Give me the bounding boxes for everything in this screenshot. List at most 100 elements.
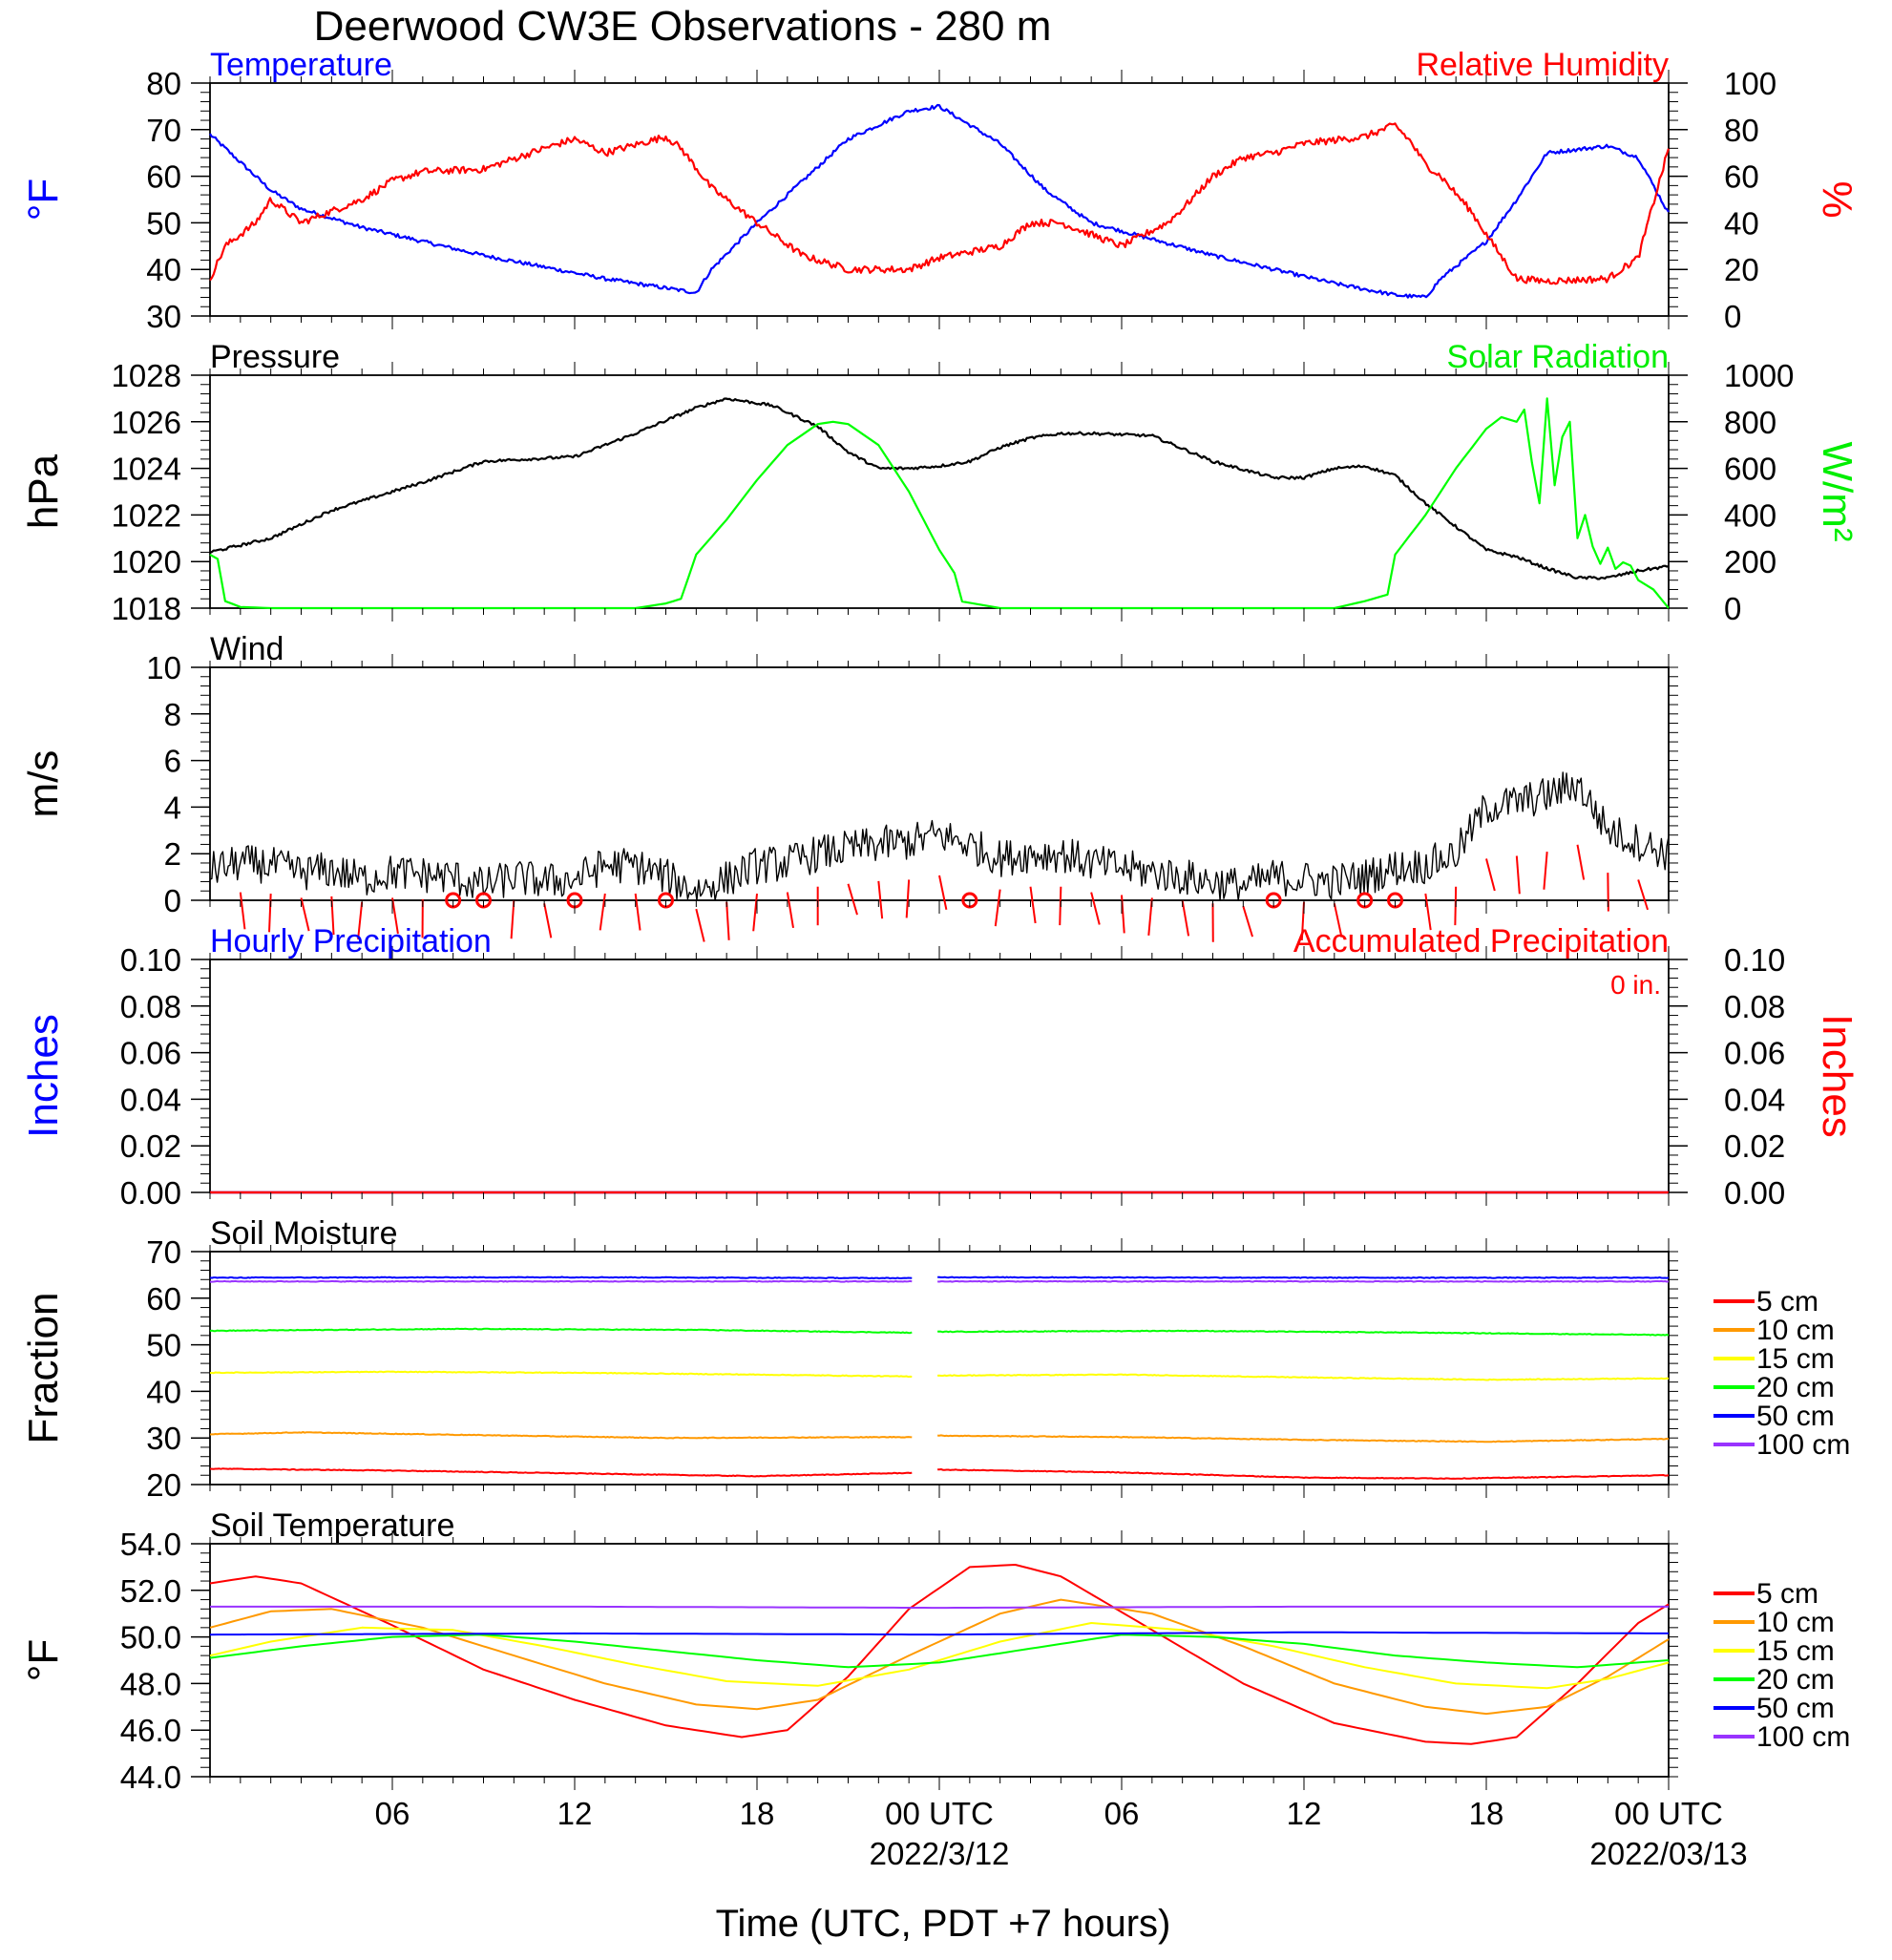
legend-label: 5 cm <box>1756 1286 1818 1317</box>
left-axis-tick-label: 30 <box>146 1421 181 1456</box>
right-axis-tick-label: 600 <box>1724 452 1776 487</box>
right-axis-tick-label: 0.00 <box>1724 1175 1785 1211</box>
x-tick-label: 00 UTC <box>1614 1796 1723 1831</box>
wind-barb <box>1424 893 1432 931</box>
left-axis-tick-label: 20 <box>146 1467 181 1503</box>
series-line-relative-humidity <box>209 122 1671 285</box>
left-axis-tick-label: 1028 <box>112 358 181 393</box>
series-line-15-cm <box>209 1622 1670 1690</box>
wind-barb <box>1637 879 1650 911</box>
wind-barb <box>1576 844 1586 880</box>
left-axis-tick-label: 48.0 <box>120 1666 181 1701</box>
series-line-5-cm <box>209 1467 1670 1480</box>
left-axis-title: Inches <box>20 1014 67 1138</box>
x-tick-label: 12 <box>557 1796 593 1831</box>
right-axis-tick-label: 800 <box>1724 405 1776 440</box>
legend-label: 20 cm <box>1756 1664 1835 1696</box>
wind-barb <box>1059 886 1062 926</box>
left-axis-tick-label: 6 <box>164 744 181 779</box>
left-axis-tick-label: 50.0 <box>120 1620 181 1655</box>
wind-barb <box>1181 900 1190 937</box>
wind-barb <box>1485 858 1496 892</box>
x-date-label: 2022/3/12 <box>870 1836 1010 1871</box>
wind-barb <box>905 879 911 918</box>
wind-barb <box>239 892 246 930</box>
panel-right-title: Solar Radiation <box>1447 339 1669 375</box>
left-axis-tick-label: 40 <box>146 252 181 287</box>
series-line-10-cm <box>209 1598 1670 1716</box>
panel-left-title: Temperature <box>210 47 392 83</box>
left-axis-tick-label: 44.0 <box>120 1760 181 1795</box>
left-axis-tick-label: 1026 <box>112 405 181 440</box>
legend-label: 15 cm <box>1756 1343 1835 1375</box>
right-axis-tick-label: 0.10 <box>1724 942 1785 978</box>
series-line-15-cm <box>209 1370 1670 1381</box>
right-axis-tick-label: 200 <box>1724 544 1776 580</box>
right-axis-tick-label: 80 <box>1724 113 1759 148</box>
right-axis-title: Inches <box>1814 1014 1860 1138</box>
right-axis-tick-label: 400 <box>1724 497 1776 533</box>
left-axis-tick-label: 1018 <box>112 591 181 626</box>
wind-barb <box>938 875 948 910</box>
right-axis-tick-label: 0.06 <box>1724 1036 1785 1071</box>
legend-label: 10 cm <box>1756 1607 1835 1638</box>
legend-label: 100 cm <box>1756 1429 1850 1461</box>
right-axis-tick-label: 0.08 <box>1724 989 1785 1024</box>
left-axis-tick-label: 0.10 <box>120 942 181 978</box>
left-axis-tick-label: 70 <box>146 1234 181 1270</box>
wind-barb <box>599 893 606 931</box>
panel-left-title: Soil Moisture <box>210 1215 398 1252</box>
right-axis-tick-label: 20 <box>1724 252 1759 287</box>
panel-right-title: Relative Humidity <box>1416 47 1669 83</box>
x-tick-label: 00 UTC <box>885 1796 994 1831</box>
series-line-5-cm <box>209 1564 1670 1745</box>
left-axis-title: m/s <box>20 750 67 818</box>
left-axis-tick-label: 10 <box>146 650 181 685</box>
wind-barb <box>1029 886 1037 924</box>
right-axis-tick-label: 100 <box>1724 66 1776 101</box>
left-axis-tick-label: 8 <box>164 697 181 732</box>
series-line-pressure <box>209 397 1670 580</box>
wind-barb <box>357 901 364 940</box>
panel-left-title: Soil Temperature <box>210 1507 454 1544</box>
right-axis-tick-label: 60 <box>1724 159 1759 195</box>
left-axis-title: hPa <box>20 453 67 529</box>
wind-barb <box>1515 855 1521 895</box>
left-axis-title: Fraction <box>20 1293 67 1444</box>
figure-title: Deerwood CW3E Observations - 280 m <box>314 3 1052 50</box>
left-axis-tick-label: 46.0 <box>120 1713 181 1748</box>
series-line-wind <box>209 771 1670 901</box>
left-axis-tick-label: 80 <box>146 66 181 101</box>
right-axis-title: W/m² <box>1814 441 1860 541</box>
wind-barb <box>695 908 705 942</box>
right-axis-tick-label: 0 <box>1724 299 1741 334</box>
wind-barb <box>725 901 730 940</box>
panel-right-title: Accumulated Precipitation <box>1293 923 1669 959</box>
wind-barb <box>1543 852 1548 890</box>
legend-label: 15 cm <box>1756 1635 1835 1667</box>
series-line-50-cm <box>209 1631 1669 1636</box>
wind-barb <box>752 893 758 932</box>
left-axis-tick-label: 0.04 <box>120 1082 181 1117</box>
left-axis-tick-label: 0.06 <box>120 1036 181 1071</box>
left-axis-tick-label: 1022 <box>112 497 181 533</box>
time-axis: 06 12 18 00 UTC 06 12 18 00 UTC 2022/3/12 2022/03… <box>375 1796 1748 1871</box>
legend-label: 50 cm <box>1756 1401 1835 1432</box>
legend-label: 10 cm <box>1756 1315 1835 1346</box>
left-axis-tick-label: 40 <box>146 1374 181 1409</box>
left-axis-tick-label: 60 <box>146 1281 181 1317</box>
right-axis-tick-label: 40 <box>1724 205 1759 241</box>
wind-barb <box>877 880 884 919</box>
wind-barb <box>543 903 553 938</box>
series-line-50-cm <box>209 1275 1670 1280</box>
wind-barb <box>510 900 515 939</box>
legend-label: 50 cm <box>1756 1693 1835 1724</box>
wind-barb <box>1147 897 1153 936</box>
left-axis-tick-label: 60 <box>146 159 181 195</box>
right-axis-title: % <box>1814 180 1860 218</box>
x-tick-label: 06 <box>375 1796 410 1831</box>
legend-label: 20 cm <box>1756 1372 1835 1403</box>
